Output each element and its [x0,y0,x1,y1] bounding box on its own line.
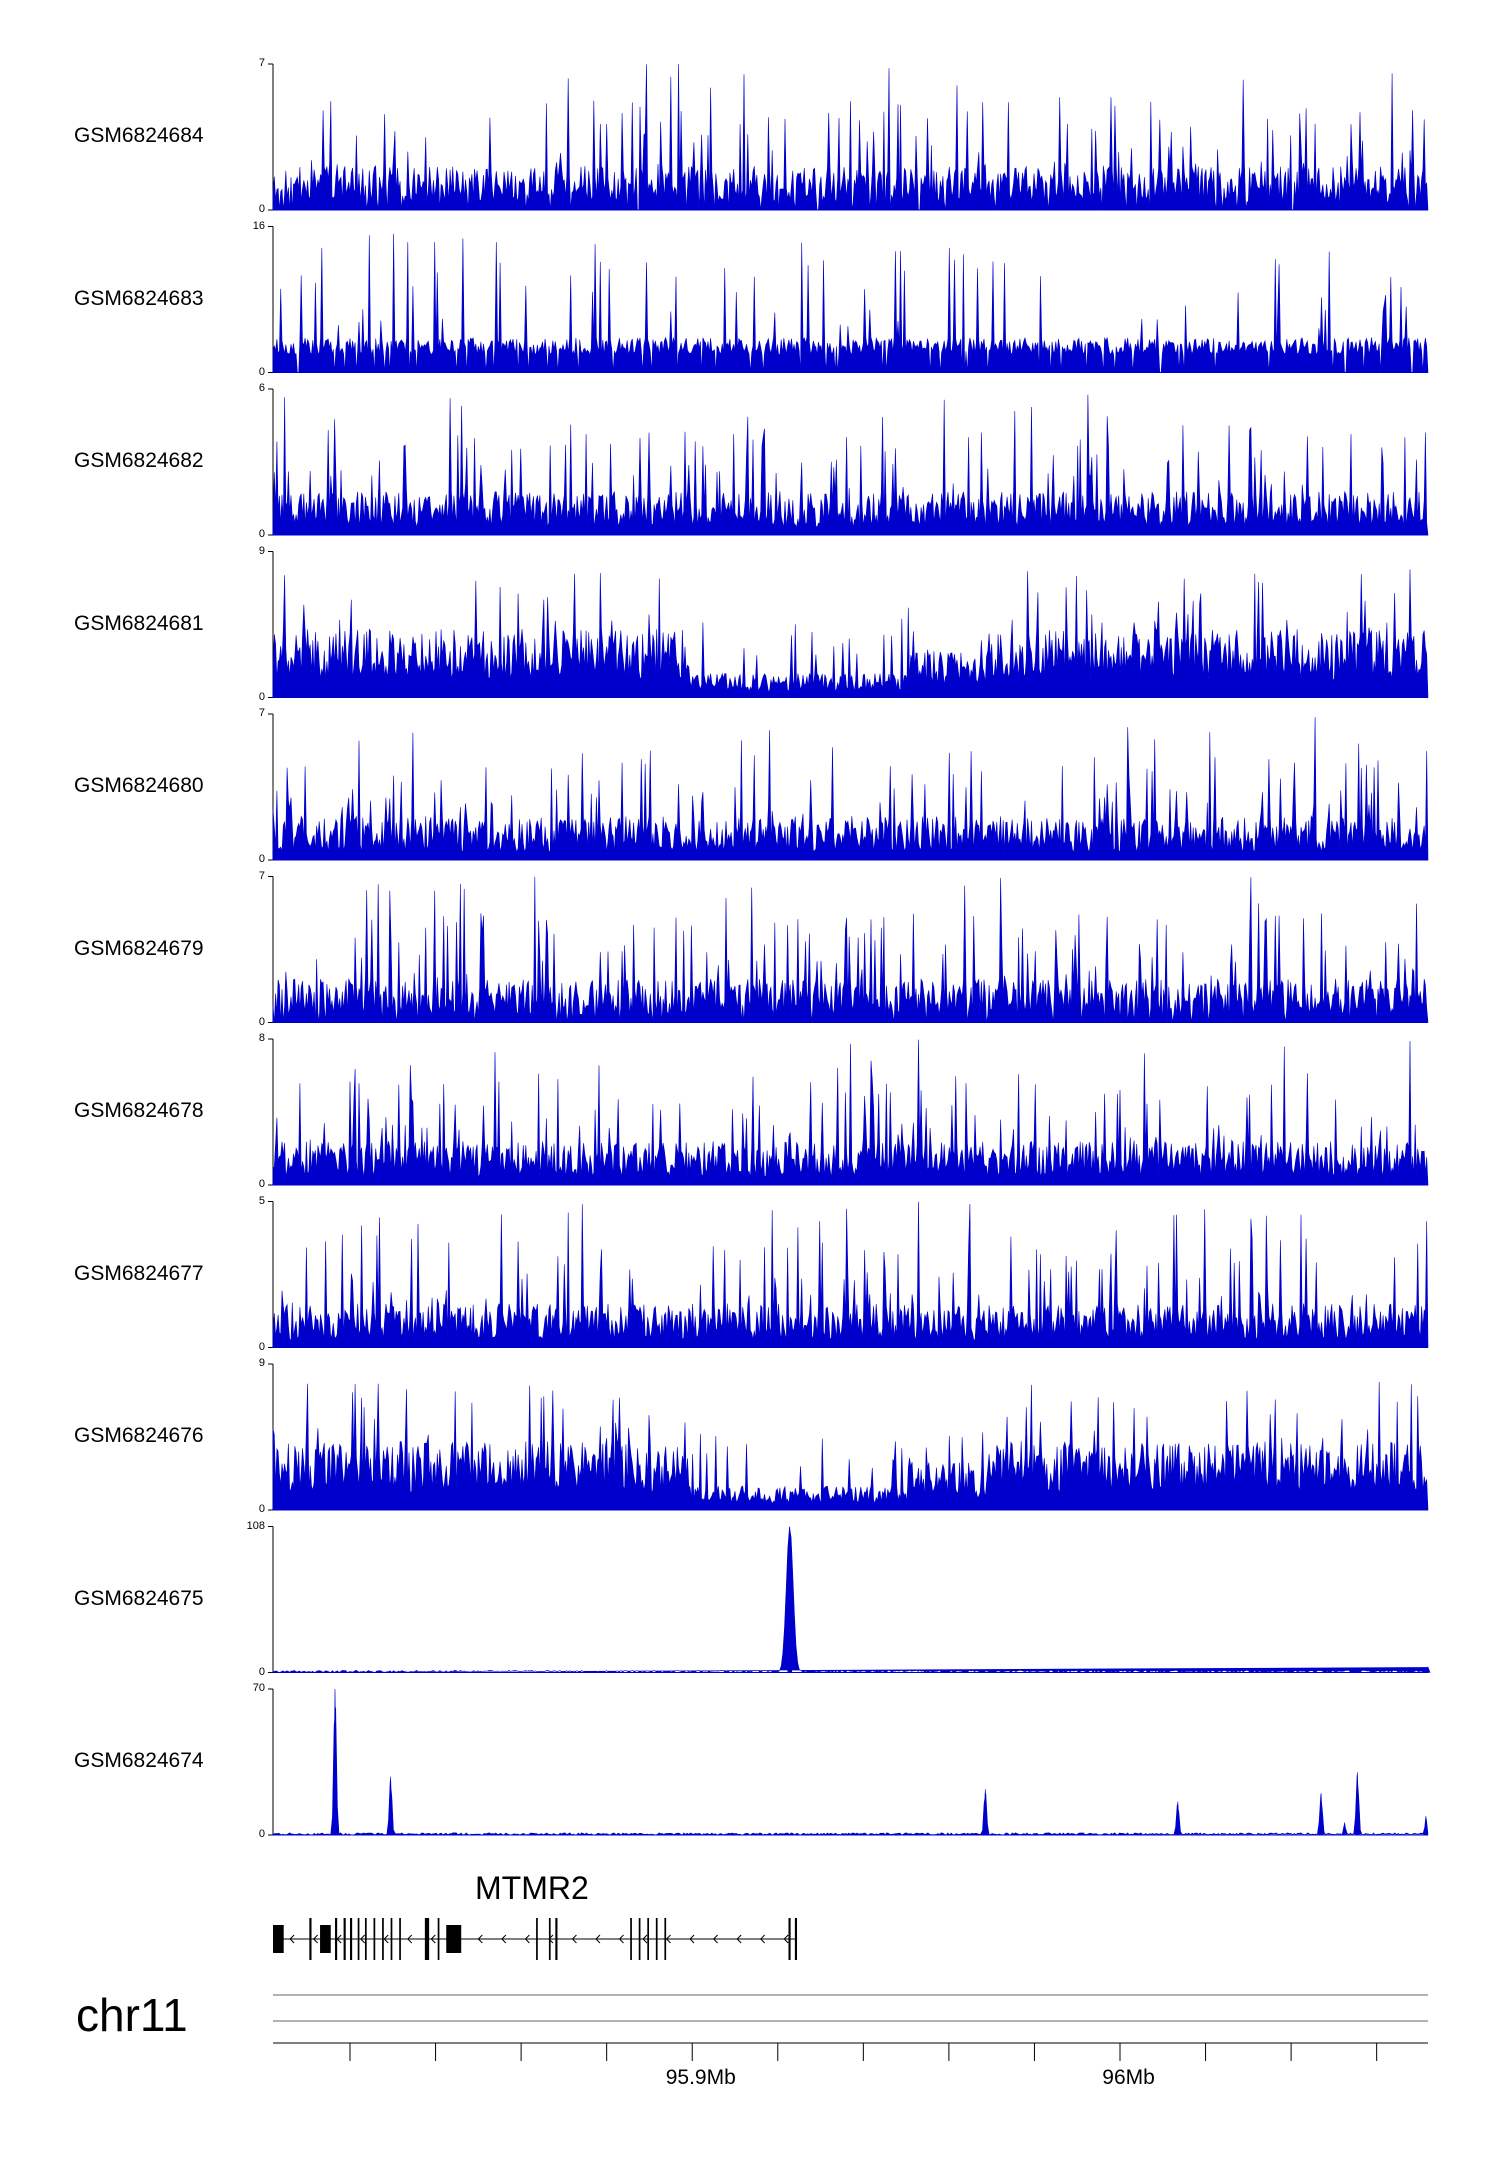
strand-arrow [571,1934,577,1944]
exon [343,1918,346,1960]
exon [548,1918,551,1960]
exon [647,1918,650,1960]
signal-gsm6824679 [272,876,1429,1023]
exon [794,1918,798,1960]
y-tick-label-max: 6 [258,382,265,394]
strand-arrow [501,1934,507,1944]
signal-gsm6824675 [272,1526,1431,1673]
track-label: GSM6824678 [74,1099,204,1122]
x-tick-label: 95.9Mb [665,2066,736,2089]
signal-gsm6824676 [272,1381,1429,1511]
track-label: GSM6824676 [74,1424,204,1447]
x-tick-label: 96Mb [1102,2066,1155,2089]
strand-arrow [595,1934,601,1944]
y-tick-label-min: 0 [258,690,265,703]
exon [382,1918,384,1960]
signal-gsm6824677 [272,1201,1429,1348]
track-label: GSM6824680 [74,774,204,797]
signal-gsm6824683 [272,233,1429,373]
y-tick-label-min: 0 [258,203,265,215]
strand-arrow [783,1934,789,1944]
track-label: GSM6824675 [74,1586,204,1610]
exon [437,1918,440,1960]
y-tick-label-min: 0 [258,1340,265,1353]
y-tick-label-min: 0 [258,1015,265,1028]
exon [630,1918,632,1960]
strand-arrow [665,1934,671,1944]
y-tick-label-min: 0 [258,853,265,865]
track-label: GSM6824679 [74,936,204,960]
exon [309,1918,312,1960]
strand-arrow [712,1934,718,1944]
exon [320,1925,331,1953]
strand-arrow [312,1934,318,1944]
exon [424,1918,430,1960]
exon [373,1918,376,1960]
y-tick-label-max: 70 [252,1682,265,1694]
signal-gsm6824682 [272,394,1429,536]
strand-arrow [524,1934,530,1944]
exon [357,1918,360,1960]
signal-gsm6824681 [272,569,1429,698]
exon [390,1918,393,1960]
track-label: GSM6824674 [74,1749,204,1772]
chromosome-label: chr11 [76,1989,188,2041]
y-tick-label-max: 9 [258,544,265,557]
strand-arrow [618,1934,624,1944]
exon [350,1918,353,1960]
y-tick-label-max: 16 [252,219,265,232]
strand-arrow [736,1934,742,1944]
signal-gsm6824674 [272,1688,1429,1836]
strand-arrow [359,1934,366,1944]
track-label: GSM6824683 [74,286,204,310]
signal-gsm6824678 [272,1039,1429,1186]
y-tick-label-max: 7 [258,707,265,719]
strand-arrow [407,1934,413,1944]
y-tick-label-min: 0 [258,1178,265,1190]
y-tick-label-min: 0 [258,365,265,378]
gene-name-label: MTMR2 [475,1870,589,1906]
strand-arrow [336,1934,342,1944]
strand-arrow [759,1934,766,1944]
strand-arrow [430,1934,436,1944]
exon [364,1918,367,1960]
strand-arrow [383,1934,389,1944]
exon [555,1918,558,1960]
signal-gsm6824684 [272,64,1429,211]
exon [273,1925,284,1953]
track-label: GSM6824677 [74,1261,204,1285]
strand-arrow [642,1934,648,1944]
track-label: GSM6824684 [74,124,204,147]
y-tick-label-max: 5 [258,1194,265,1207]
y-tick-label-max: 108 [246,1519,265,1532]
exon [655,1918,658,1960]
exon [638,1918,641,1960]
y-tick-label-min: 0 [258,1828,265,1840]
exon [335,1918,338,1960]
track-label: GSM6824682 [74,449,204,472]
y-tick-label-max: 9 [258,1357,265,1369]
exon [788,1918,791,1960]
y-tick-label-max: 8 [258,1032,265,1044]
y-tick-label-max: 7 [258,57,265,69]
track-label: GSM6824681 [74,611,204,635]
signal-gsm6824680 [272,717,1429,861]
exon [664,1918,667,1960]
y-tick-label-min: 0 [258,1665,265,1678]
exon [536,1918,538,1960]
strand-arrow [689,1934,695,1944]
y-tick-label-max: 7 [258,869,265,882]
exon [399,1918,401,1960]
y-tick-label-min: 0 [258,528,265,540]
exon [446,1925,462,1953]
strand-arrow [289,1934,295,1944]
y-tick-label-min: 0 [258,1503,265,1515]
strand-arrow [477,1934,483,1944]
